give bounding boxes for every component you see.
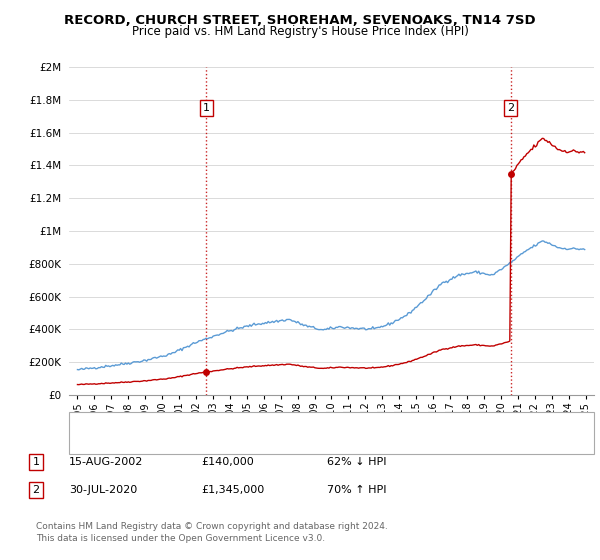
Text: HPI: Average price, detached house, Sevenoaks: HPI: Average price, detached house, Seve… — [108, 435, 358, 445]
Text: 62% ↓ HPI: 62% ↓ HPI — [327, 457, 386, 467]
Text: 1: 1 — [203, 103, 210, 113]
Text: £140,000: £140,000 — [201, 457, 254, 467]
Text: Price paid vs. HM Land Registry's House Price Index (HPI): Price paid vs. HM Land Registry's House … — [131, 25, 469, 38]
Text: Contains HM Land Registry data © Crown copyright and database right 2024.
This d: Contains HM Land Registry data © Crown c… — [36, 522, 388, 543]
Text: 30-JUL-2020: 30-JUL-2020 — [69, 485, 137, 495]
Text: 2: 2 — [507, 103, 514, 113]
Text: RECORD, CHURCH STREET, SHOREHAM, SEVENOAKS, TN14 7SD (detached house): RECORD, CHURCH STREET, SHOREHAM, SEVENOA… — [108, 417, 536, 427]
Text: 2: 2 — [32, 485, 40, 495]
Text: £1,345,000: £1,345,000 — [201, 485, 264, 495]
Text: ─────: ───── — [72, 417, 101, 427]
Text: RECORD, CHURCH STREET, SHOREHAM, SEVENOAKS, TN14 7SD: RECORD, CHURCH STREET, SHOREHAM, SEVENOA… — [64, 14, 536, 27]
Text: 15-AUG-2002: 15-AUG-2002 — [69, 457, 143, 467]
Text: ─────: ───── — [72, 435, 101, 445]
Text: 70% ↑ HPI: 70% ↑ HPI — [327, 485, 386, 495]
Text: 1: 1 — [32, 457, 40, 467]
